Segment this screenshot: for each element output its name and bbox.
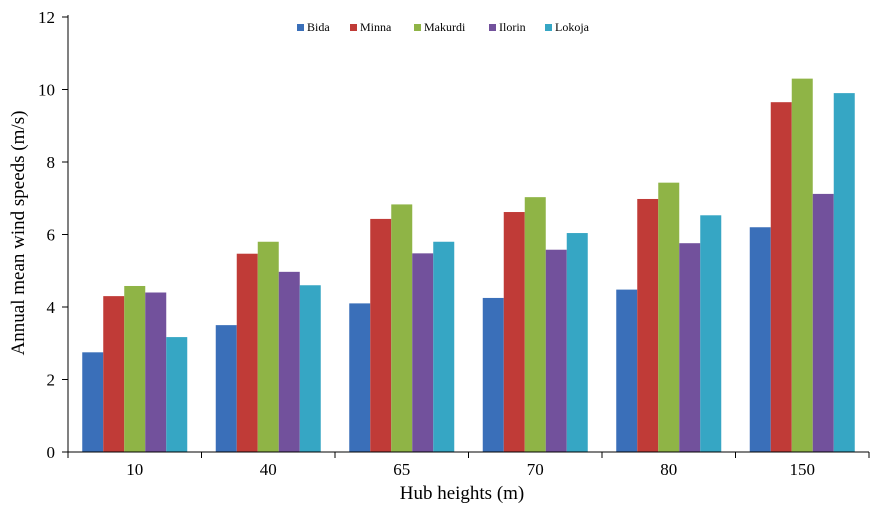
legend-label-bida: Bida: [307, 20, 330, 34]
x-tick-label: 40: [260, 460, 277, 479]
bar-ilorin-150: [812, 193, 834, 452]
bar-bida-10: [82, 352, 104, 452]
bar-minna-150: [770, 102, 792, 452]
y-tick-label: 0: [47, 443, 56, 462]
bar-makurdi-10: [124, 285, 146, 452]
bar-minna-40: [236, 253, 258, 452]
bar-bida-80: [616, 289, 638, 452]
x-tick-label: 80: [660, 460, 677, 479]
bar-minna-65: [370, 218, 392, 452]
x-tick-label: 70: [527, 460, 544, 479]
bar-minna-70: [503, 212, 525, 452]
legend-swatch-makurdi: [414, 24, 421, 31]
bar-lokoja-150: [833, 93, 855, 453]
bar-lokoja-80: [700, 215, 722, 452]
bar-ilorin-80: [679, 243, 701, 452]
bar-bida-65: [349, 303, 371, 453]
bar-ilorin-10: [145, 292, 167, 452]
bar-ilorin-70: [545, 249, 567, 452]
legend-label-lokoja: Lokoja: [555, 20, 590, 34]
legend-swatch-lokoja: [545, 24, 552, 31]
bar-lokoja-65: [433, 241, 455, 452]
bar-makurdi-40: [257, 241, 279, 452]
legend-swatch-ilorin: [489, 24, 496, 31]
bar-minna-10: [103, 296, 125, 453]
bar-bida-150: [749, 227, 771, 452]
bar-ilorin-40: [278, 271, 300, 452]
y-tick-label: 12: [38, 8, 55, 27]
y-axis-title: Annual mean wind speeds (m/s): [8, 111, 29, 356]
bar-bida-70: [482, 297, 504, 452]
legend-swatch-minna: [350, 24, 357, 31]
bar-makurdi-65: [391, 204, 413, 452]
y-tick-label: 8: [47, 153, 56, 172]
legend-label-makurdi: Makurdi: [424, 20, 466, 34]
legend-label-ilorin: Ilorin: [499, 20, 526, 34]
legend-swatch-bida: [297, 24, 304, 31]
legend: Bida Minna Makurdi Ilorin Lokoja: [297, 20, 590, 34]
x-axis-title: Hub heights (m): [400, 483, 525, 504]
bar-makurdi-150: [791, 78, 813, 453]
bar-lokoja-70: [566, 233, 588, 452]
bar-ilorin-65: [412, 253, 434, 452]
x-tick-label: 65: [393, 460, 410, 479]
bar-makurdi-80: [658, 182, 680, 452]
axes: 0 2 4 6 8 10 12 10 40 65 70 80 150: [38, 8, 870, 479]
x-tick-label: 150: [790, 460, 816, 479]
y-tick-label: 10: [38, 81, 55, 100]
bar-lokoja-40: [299, 285, 321, 452]
bar-makurdi-70: [524, 197, 546, 452]
x-tick-label: 10: [126, 460, 143, 479]
y-tick-label: 2: [47, 371, 56, 390]
legend-label-minna: Minna: [360, 20, 392, 34]
bar-minna-80: [637, 198, 659, 452]
y-tick-label: 4: [47, 298, 56, 317]
bar-lokoja-10: [166, 337, 188, 452]
plot-area: [82, 78, 855, 453]
bar-bida-40: [215, 325, 237, 453]
y-tick-label: 6: [47, 226, 56, 245]
